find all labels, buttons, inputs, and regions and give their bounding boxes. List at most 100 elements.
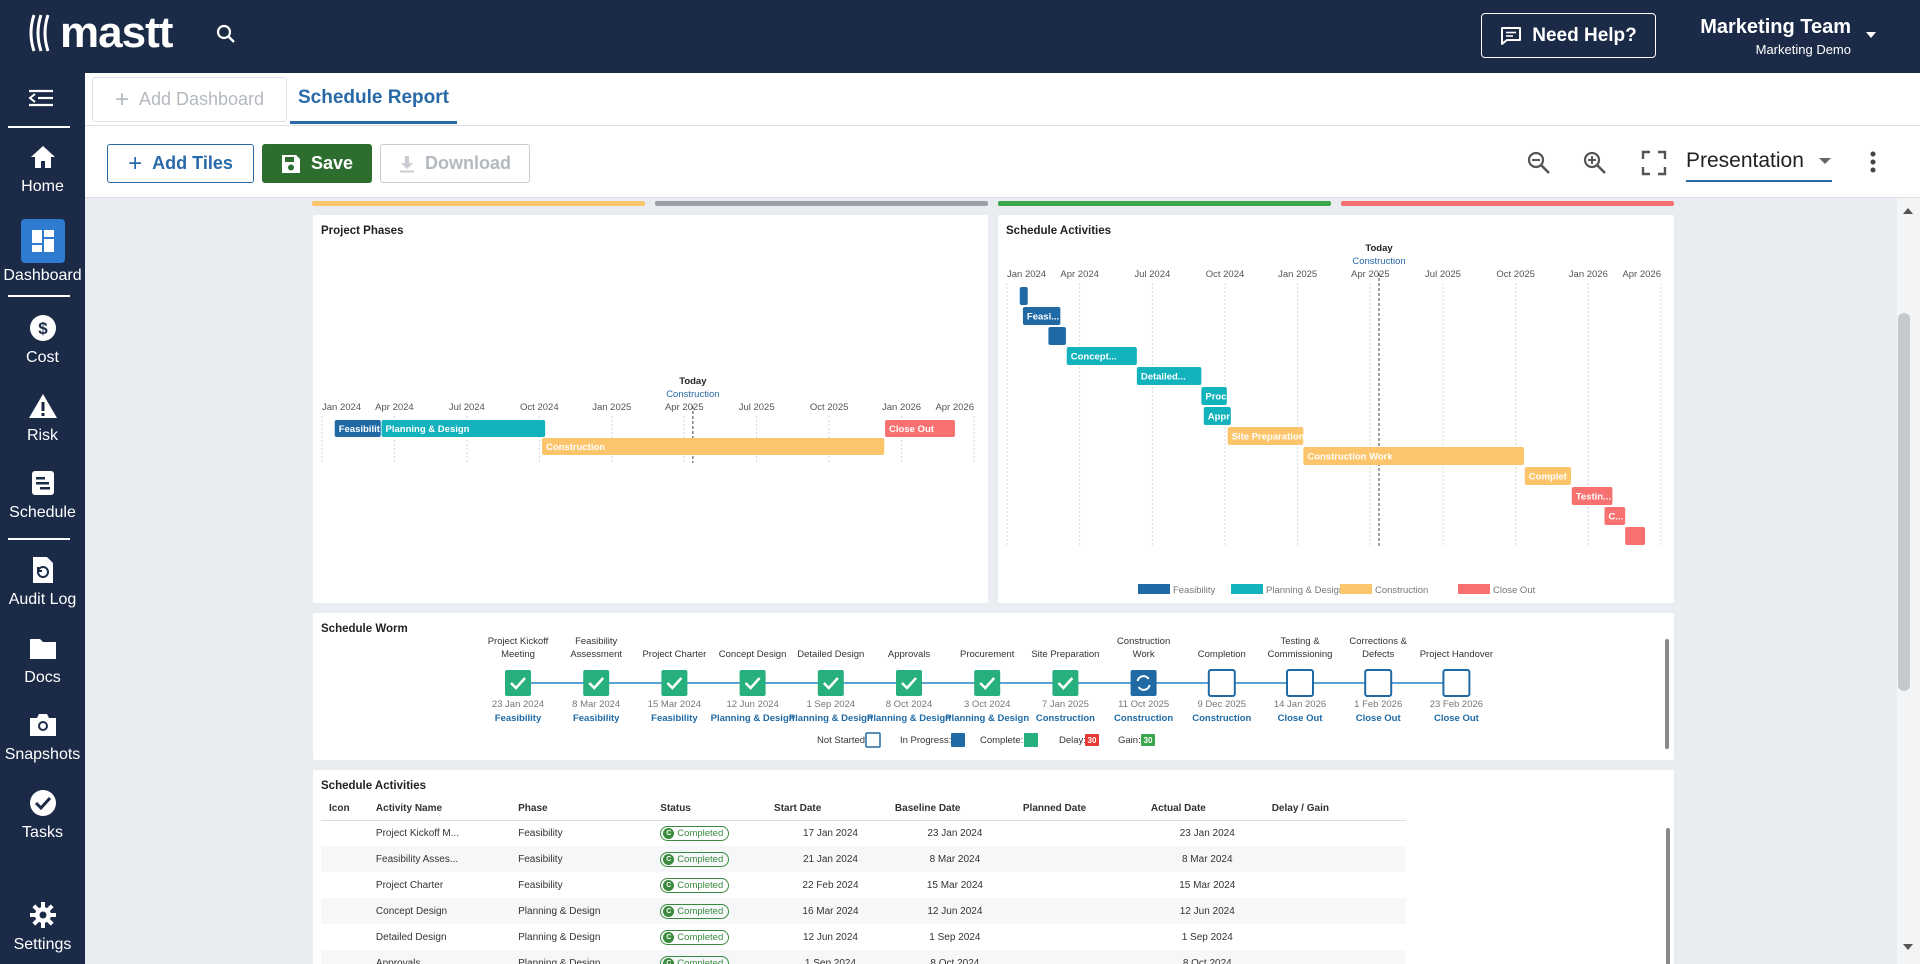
gantt-bar [1571, 487, 1613, 505]
table-cell [1015, 872, 1143, 898]
scroll-up-icon[interactable] [1901, 206, 1915, 216]
milestone-not-started-box [1364, 669, 1393, 697]
table-scrollbar[interactable] [1666, 828, 1670, 964]
scroll-down-icon[interactable] [1901, 942, 1915, 952]
gantt-bar [1019, 287, 1028, 305]
plus-icon: + [128, 149, 143, 177]
column-header[interactable]: Planned Date [1014, 798, 1143, 821]
milestone-phase: Planning & Design [711, 713, 795, 724]
more-options-icon[interactable] [1869, 150, 1877, 174]
table-cell: 1 Sep 2024 [929, 931, 981, 943]
tab-schedule-report[interactable]: Schedule Report [290, 75, 457, 124]
milestone-phase: Close Out [1278, 713, 1324, 724]
milestone-phase: Construction [1036, 713, 1095, 724]
gantt-bar [1625, 527, 1646, 545]
floppy-disk-icon [281, 154, 300, 173]
table-row[interactable]: Project Charter Feasibility C Completed 22 F… [321, 872, 1406, 898]
table-cell [1015, 924, 1143, 950]
column-header[interactable]: Delay / Gain [1263, 798, 1406, 821]
table-cell [321, 924, 368, 950]
fullscreen-icon[interactable] [1641, 150, 1667, 176]
add-dashboard-button[interactable]: + Add Dashboard [92, 77, 287, 122]
gantt-bar [1136, 367, 1202, 385]
table-cell: 12 Jun 2024 [802, 931, 858, 943]
page-scrollbar-thumb[interactable] [1898, 313, 1910, 691]
sidebar-item-docs[interactable]: Docs [0, 633, 85, 687]
tick-label: Oct 2025 [810, 402, 849, 413]
tick-label: Oct 2025 [1496, 269, 1535, 280]
milestone-name: Project Charter [642, 649, 706, 660]
schedule-activities-chart-tile[interactable]: Schedule Activities Jan 2024 Apr 2024 Jul … [998, 215, 1674, 603]
tick-label: Jan 2026 [882, 402, 921, 413]
need-help-button[interactable]: Need Help? [1481, 13, 1656, 58]
table-cell: Feasibility Asses... [367, 846, 511, 872]
gantt-bar [381, 420, 546, 437]
mastt-logo[interactable]: mastt [28, 8, 173, 58]
schedule-worm-tile[interactable]: Schedule Worm Project Kickoff Meeting 23 J… [313, 613, 1674, 760]
table-row[interactable]: Approvals Planning & Design C Completed 1 Se… [321, 950, 1406, 964]
sidebar-divider [8, 126, 70, 128]
sidebar-item-audit-log[interactable]: Audit Log [0, 555, 85, 609]
search-icon[interactable] [214, 22, 242, 50]
column-header[interactable]: Phase [510, 798, 653, 821]
sidebar-item-risk[interactable]: Risk [0, 391, 85, 445]
milestone-date: 11 Oct 2025 [1118, 699, 1169, 710]
sidebar-item-dashboard[interactable]: Dashboard [0, 219, 85, 285]
zoom-out-icon[interactable] [1526, 150, 1552, 176]
camera-icon [29, 710, 57, 740]
today-label: Today [679, 376, 707, 387]
download-button[interactable]: Download [380, 144, 530, 183]
save-button[interactable]: Save [262, 144, 372, 183]
save-label: Save [310, 153, 354, 173]
table-cell: Detailed Design [375, 931, 447, 943]
tile-title: Schedule Activities [321, 780, 427, 792]
table-row[interactable]: Detailed Design Planning & Design C Complet… [321, 924, 1406, 950]
column-header[interactable]: Icon [321, 798, 368, 821]
sidebar-item-cost[interactable]: $ Cost [0, 313, 85, 367]
table-row[interactable]: Concept Design Planning & Design C Complete… [321, 898, 1406, 924]
table-cell: Approvals [367, 950, 511, 964]
gantt-bar [1048, 327, 1066, 345]
zoom-in-icon[interactable] [1582, 150, 1608, 176]
menu-collapse-icon[interactable] [28, 87, 54, 109]
table-row[interactable]: Project Kickoff M... Feasibility C Complete… [321, 820, 1406, 846]
legend-gain-value: 30 [1144, 736, 1153, 745]
legend-swatch [1458, 584, 1490, 594]
milestone-date: 23 Feb 2026 [1430, 699, 1483, 710]
tick-label: Apr 2024 [1060, 269, 1099, 280]
activities-table: Icon Activity Name Phase Status Start Date Ba… [321, 798, 1406, 964]
milestone-name: Meeting [501, 649, 535, 660]
column-header[interactable]: Activity Name [367, 798, 511, 821]
column-header[interactable]: Start Date [766, 798, 887, 821]
column-header[interactable]: Actual Date [1142, 798, 1264, 821]
column-header[interactable]: Status [652, 798, 767, 821]
project-phases-tile[interactable]: Project Phases Jan 2024 Apr 2024 Jul 2024 O… [313, 215, 988, 603]
worm-scrollbar[interactable] [1665, 639, 1669, 749]
milestone-name: Procurement [960, 649, 1015, 660]
sidebar-item-label: Audit Log [8, 591, 77, 608]
table-row[interactable]: Feasibility Asses... Feasibility C Complete… [321, 846, 1406, 872]
sidebar-item-tasks[interactable]: Tasks [0, 788, 85, 842]
caret-down-icon[interactable] [1864, 30, 1878, 40]
sidebar-item-label: Dashboard [3, 267, 82, 284]
status-badge: C Completed [660, 851, 730, 867]
sidebar-item-schedule[interactable]: Schedule [0, 468, 85, 522]
tick-label: Jan 2024 [1007, 269, 1046, 280]
add-dashboard-label: Add Dashboard [138, 89, 265, 109]
add-tiles-button[interactable]: + Add Tiles [107, 144, 254, 183]
milestone-date: 14 Jan 2026 [1274, 699, 1326, 710]
milestone-phase: Planning & Design [945, 713, 1029, 724]
sidebar-item-home[interactable]: Home [0, 142, 85, 196]
column-header[interactable]: Baseline Date [886, 798, 1015, 821]
view-mode-select[interactable]: Presentation [1686, 142, 1832, 182]
table-cell: C Completed [652, 872, 766, 898]
schedule-activities-table-tile[interactable]: Schedule Activities Icon Activity Name Pha… [313, 770, 1674, 964]
sidebar-item-settings[interactable]: Settings [0, 900, 85, 954]
tick-label: Oct 2024 [1206, 269, 1245, 280]
team-name: Marketing Team [1700, 16, 1851, 38]
milestone-name: Assessment [570, 649, 622, 660]
milestone-phase: Construction [1114, 713, 1173, 724]
milestone-date: 1 Feb 2026 [1354, 699, 1402, 710]
sidebar-item-snapshots[interactable]: Snapshots [0, 710, 85, 764]
team-switcher[interactable]: Marketing Team Marketing Demo [1696, 16, 1851, 57]
